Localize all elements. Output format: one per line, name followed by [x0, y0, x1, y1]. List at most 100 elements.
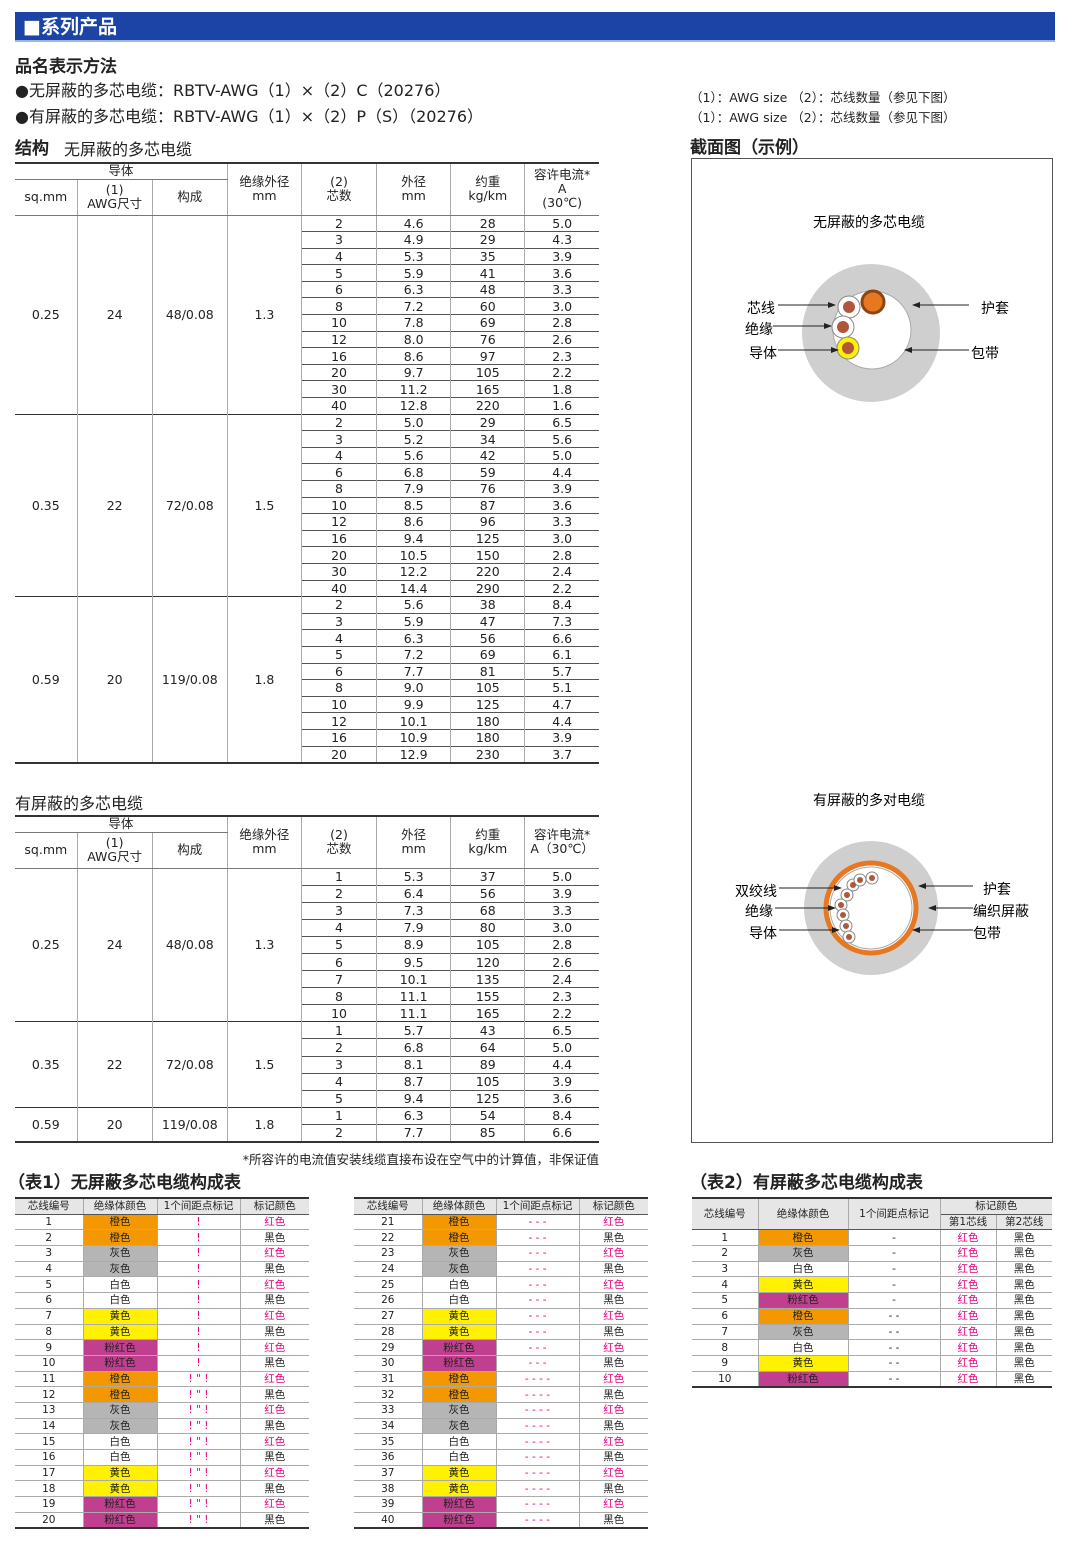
table-cell: 37	[450, 868, 526, 886]
data-row: 15 白色! " ! 红色	[15, 1433, 309, 1450]
table-cell: 5	[301, 1089, 378, 1108]
table-cell: 7	[301, 970, 378, 988]
table-cell: 黑色	[995, 1245, 1052, 1262]
table-cell: 黑色	[239, 1449, 309, 1466]
table-cell: 白色	[82, 1276, 158, 1294]
cell-line: 构成	[177, 842, 203, 857]
table-cell: 红色	[578, 1339, 648, 1356]
data-row: 0.35 22 72/0.08 1.5 2 5.0 29 6.5	[15, 413, 599, 597]
table-cell: 第1芯线	[940, 1214, 997, 1231]
table-cell: 3.3	[524, 280, 599, 298]
table-cell: 8	[301, 480, 378, 498]
table-cell: 290	[450, 579, 526, 597]
table-cell: - - - -	[495, 1480, 580, 1498]
table-cell: 2.8	[524, 935, 599, 954]
table-cell: !	[156, 1276, 241, 1294]
table-cell: 外径 mm	[376, 163, 452, 216]
cell-line: (2)	[330, 174, 348, 190]
table-cell: 9	[692, 1355, 759, 1372]
table-cell: 6	[301, 662, 378, 680]
table-cell: 灰色	[757, 1324, 849, 1341]
table-cell: 红色	[239, 1371, 309, 1388]
data-row: 4 8.7 105 3.9	[15, 1072, 599, 1091]
table-cell: 3	[15, 1245, 84, 1262]
table-cell: 绝缘体颜色	[82, 1198, 158, 1215]
cell-line: mm	[401, 841, 426, 857]
table-cell: 1.3	[226, 215, 302, 415]
header-row: 芯线编号 绝缘体颜色 1个间距点标记 标记颜色	[692, 1198, 1052, 1231]
table-cell: - -	[847, 1308, 941, 1325]
table-cell: 22	[76, 413, 153, 597]
table-cell: 16	[301, 347, 378, 365]
table-cell: 43	[450, 1021, 526, 1039]
table-cell: 18	[15, 1480, 84, 1498]
table-cell: 芯线编号	[15, 1198, 84, 1215]
table-cell: 红色	[578, 1433, 648, 1450]
table-cell: 1.5	[226, 1021, 302, 1108]
table-cell: 35	[354, 1433, 423, 1450]
table-cell: - -	[847, 1339, 941, 1356]
table-cell: 白色	[82, 1433, 158, 1450]
table-cell: 9.9	[376, 695, 452, 713]
data-row: 16 10.9 180 3.9	[15, 728, 599, 746]
table-cell: 15	[15, 1433, 84, 1450]
table-cell: 7.3	[524, 612, 599, 630]
table-cell: 9.4	[376, 1089, 452, 1108]
table-cell: 2	[300, 413, 378, 431]
table-cell: 橙色	[421, 1229, 497, 1247]
data-row: 24 灰色 - - - 黑色	[354, 1261, 648, 1278]
table-cell: 红色	[939, 1324, 997, 1341]
data-row: 5 9.4 125 3.6	[15, 1089, 599, 1108]
table-cell: 构成	[151, 179, 228, 216]
table-cell: 3.0	[524, 297, 599, 315]
table-cell: 黑色	[239, 1418, 309, 1435]
table-cell: 白色	[82, 1292, 158, 1309]
table-cell: 2.3	[524, 987, 599, 1005]
table-cell: 2	[300, 596, 378, 614]
table-cell: 2.4	[524, 562, 599, 581]
table-cell: 180	[450, 728, 526, 746]
table-cell: 5.0	[376, 413, 452, 431]
table-cell: 4	[301, 1072, 378, 1091]
table-cell: - - -	[495, 1229, 580, 1247]
table-cell: sq.mm	[15, 179, 78, 216]
table-cell: 约重 kg/km	[450, 816, 526, 869]
table-cell: 6.5	[524, 413, 599, 431]
table-cell: 105	[450, 935, 526, 954]
table-cell: 1	[300, 1021, 378, 1039]
table-cell: 12.2	[376, 562, 452, 581]
table-cell: 16	[301, 529, 378, 547]
table-cell: 2.8	[524, 546, 599, 564]
table-cell: !	[156, 1339, 241, 1356]
data-row: 30 粉红色 - - - 黑色	[354, 1355, 648, 1372]
table-cell: 230	[450, 745, 526, 763]
table-cell: 85	[450, 1123, 526, 1142]
table-cell: 5	[301, 645, 378, 664]
table-cell: 黑色	[578, 1386, 648, 1403]
data-row: 12 8.6 96 3.3	[15, 513, 599, 531]
table-cell: !	[156, 1261, 241, 1278]
table-cell: 165	[450, 1004, 526, 1022]
table-cell: 30	[354, 1355, 423, 1372]
table-cell: 60	[450, 297, 526, 315]
table-cell: 灰色	[421, 1418, 497, 1435]
table-cell: 155	[450, 987, 526, 1005]
table-cell: 灰色	[421, 1261, 497, 1278]
table-cell: 5.0	[524, 1038, 599, 1057]
table-cell: 1.8	[524, 380, 599, 398]
table-cell: 2.2	[524, 579, 599, 597]
data-row: 12 橙色! " ! 黑色	[15, 1386, 309, 1403]
table-cell: 白色	[82, 1449, 158, 1466]
table-caption: 有屏蔽的多芯电缆	[15, 794, 144, 813]
table-cell: 5.9	[376, 264, 452, 282]
table-cell: - - -	[495, 1355, 580, 1372]
table-cell: 23	[354, 1245, 423, 1262]
data-row: 10 粉红色! 黑色	[15, 1355, 309, 1372]
table-cell: 黄色	[82, 1480, 158, 1498]
table-cell: 17	[15, 1465, 84, 1482]
table-cell: 4.4	[524, 1055, 599, 1074]
data-row: 10 8.5 87 3.6	[15, 496, 599, 514]
table-cell: 29	[450, 413, 526, 431]
table-cell: 5.7	[524, 662, 599, 680]
cell-line: A（30℃）	[530, 841, 594, 857]
